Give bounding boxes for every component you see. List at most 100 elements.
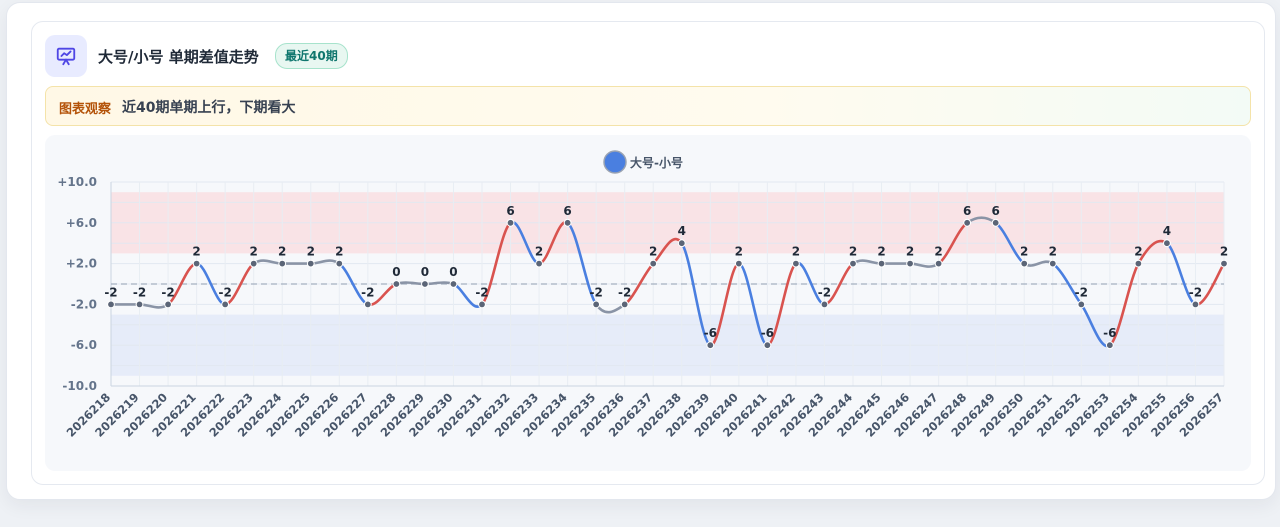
data-point [906, 259, 914, 268]
data-point [1163, 239, 1171, 248]
data-label: 2 [250, 245, 258, 259]
chart-card: 大号/小号 单期差值走势 最近40期 图表观察 近40期单期上行，下期看大 +1… [31, 21, 1265, 485]
data-point [592, 300, 601, 309]
chart-area: +10.0 +6.0 +2.0 -2.0 -6.0 -10.0 2026218 2026219… [45, 135, 1251, 471]
data-label: 2 [535, 245, 543, 259]
data-point [392, 280, 401, 288]
data-label: 2 [877, 245, 885, 259]
data-label: 2 [1134, 245, 1142, 259]
observation-text: 近40期单期上行，下期看大 [122, 100, 296, 116]
series-line-segment [1108, 262, 1140, 347]
data-point [677, 239, 686, 248]
line-chart: +10.0+6.0+2.0-2.0-6.0-10.020262182026219… [57, 150, 1228, 440]
data-label: 4 [678, 224, 686, 238]
data-label: 2 [849, 245, 857, 259]
data-label: 0 [392, 265, 400, 279]
y-tick-label: +6.0 [66, 216, 97, 230]
observation-banner: 图表观察 近40期单期上行，下期看大 [45, 86, 1251, 126]
data-point [706, 341, 715, 350]
data-point [506, 218, 515, 227]
data-point [221, 300, 230, 309]
data-label: -6 [704, 326, 717, 340]
data-label: 6 [992, 204, 1000, 218]
observation-label: 图表观察 [59, 102, 112, 117]
data-label: -6 [1103, 326, 1116, 340]
data-point [563, 218, 572, 227]
data-point [249, 259, 258, 268]
data-label: 2 [192, 245, 200, 259]
data-point [335, 259, 344, 268]
series-line-segment [480, 221, 512, 306]
y-tick-label: -2.0 [71, 297, 97, 311]
data-label: -2 [475, 285, 488, 299]
data-label: -2 [1075, 285, 1088, 299]
data-point [192, 259, 201, 268]
data-label: -2 [361, 285, 374, 299]
data-label: 2 [1020, 245, 1028, 259]
series-line-segment [566, 221, 598, 306]
data-point [1020, 259, 1029, 268]
data-label: -2 [104, 285, 117, 299]
data-point [1191, 300, 1200, 309]
data-label: 2 [278, 245, 286, 259]
data-label: 6 [563, 204, 571, 218]
data-point [792, 259, 800, 268]
data-point [363, 300, 372, 309]
data-point [1134, 259, 1143, 268]
data-point [107, 300, 115, 309]
data-label: -2 [589, 285, 602, 299]
data-point [991, 218, 1000, 227]
data-point [763, 341, 772, 350]
data-point [934, 259, 943, 268]
data-point [734, 259, 743, 268]
data-point [135, 300, 144, 309]
data-label: 2 [1049, 245, 1057, 259]
outer-panel: 大号/小号 单期差值走势 最近40期 图表观察 近40期单期上行，下期看大 +1… [6, 2, 1276, 500]
data-point [1048, 259, 1057, 268]
series-line-segment [680, 241, 712, 347]
data-label: 2 [307, 245, 315, 259]
data-point [535, 259, 543, 268]
data-point [620, 300, 629, 309]
legend-marker [603, 150, 627, 174]
data-point [649, 259, 658, 268]
data-label: 2 [906, 245, 914, 259]
data-label: 2 [735, 245, 743, 259]
data-point [164, 300, 172, 309]
data-label: -2 [218, 285, 231, 299]
data-label: 2 [1220, 245, 1228, 259]
data-label: -6 [761, 326, 774, 340]
series-line-segment [423, 281, 455, 286]
data-point [1105, 341, 1114, 350]
data-point [449, 280, 458, 288]
chart-presentation-icon [45, 35, 87, 77]
series-line-segment [737, 262, 769, 347]
data-point [1220, 259, 1228, 268]
data-point [306, 259, 315, 268]
data-point [478, 300, 486, 309]
data-label: 2 [934, 245, 942, 259]
y-tick-label: +2.0 [66, 257, 97, 271]
series-line-segment [594, 303, 626, 314]
y-tick-label: -10.0 [62, 379, 97, 393]
data-point [278, 259, 287, 268]
data-label: 0 [421, 265, 429, 279]
data-point [421, 280, 429, 288]
data-label: 0 [449, 265, 457, 279]
y-tick-label: +10.0 [57, 175, 97, 189]
data-label: -2 [1189, 285, 1202, 299]
data-point [877, 259, 886, 268]
legend-label: 大号-小号 [630, 155, 683, 170]
data-label: 6 [963, 204, 971, 218]
y-tick-label: -6.0 [71, 338, 97, 352]
series-line-segment [395, 281, 427, 286]
data-label: -2 [133, 285, 146, 299]
data-point [820, 300, 829, 309]
data-label: -2 [618, 285, 631, 299]
page-title: 大号/小号 单期差值走势 [98, 48, 259, 66]
period-badge: 最近40期 [275, 43, 348, 69]
data-point [1077, 300, 1086, 309]
data-point [963, 218, 972, 227]
data-point [849, 259, 857, 268]
data-label: 2 [335, 245, 343, 259]
